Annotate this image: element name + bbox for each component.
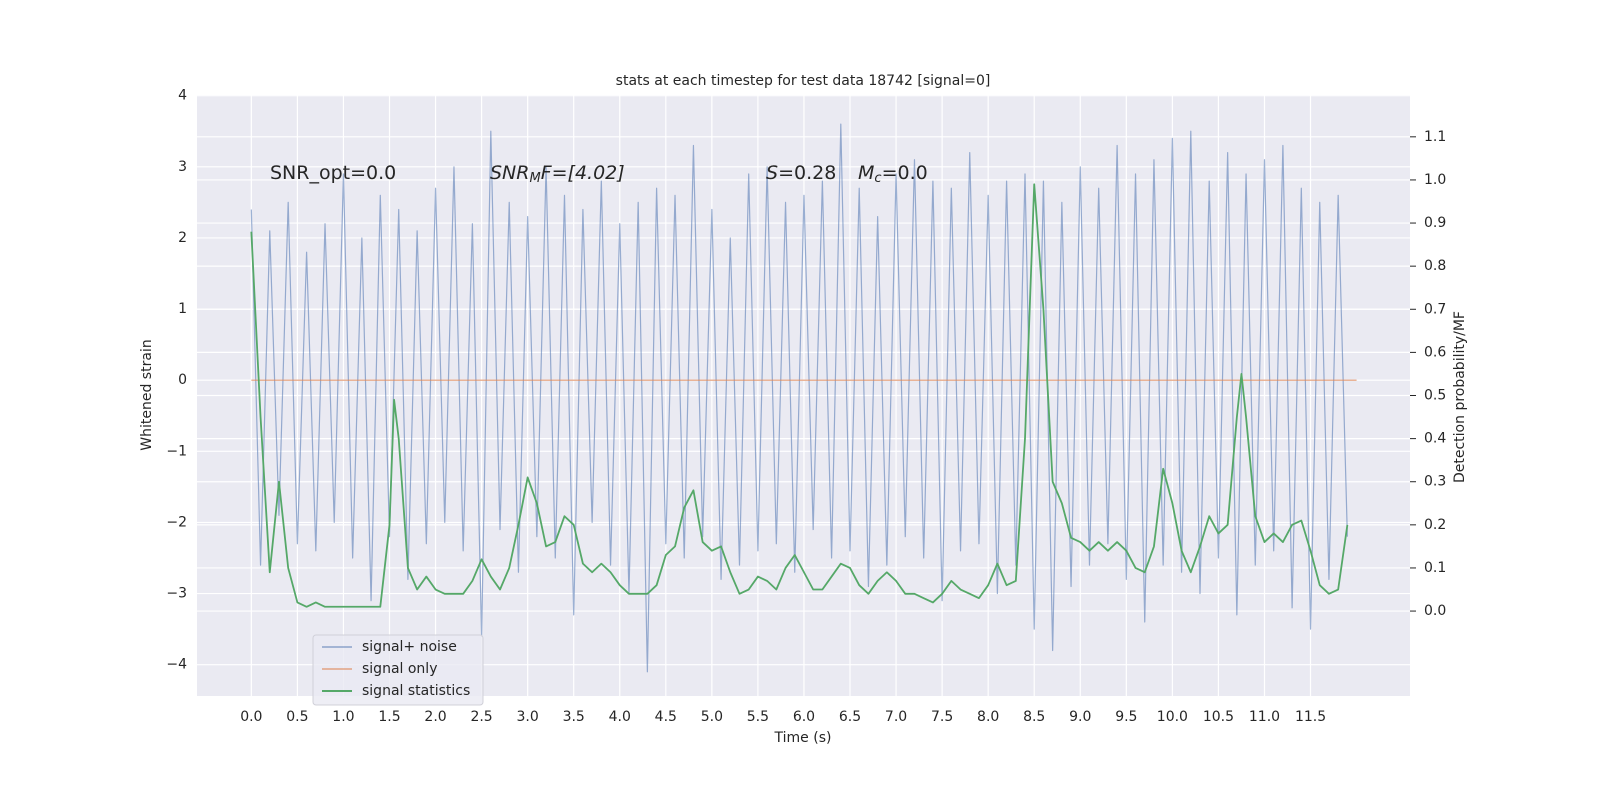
- x-tick-label: 4.0: [609, 709, 631, 725]
- x-tick-label: 5.5: [747, 709, 769, 725]
- x-tick-label: 10.0: [1157, 709, 1188, 725]
- y2-tick-label: 0.0: [1424, 603, 1446, 619]
- x-tick-label: 11.0: [1249, 709, 1280, 725]
- x-tick-label: 9.5: [1115, 709, 1137, 725]
- marks: [250, 123, 1357, 673]
- annotation-text: =0.28: [778, 162, 836, 184]
- y-tick-label: −4: [166, 657, 187, 673]
- y2-tick-label: 0.7: [1424, 301, 1446, 317]
- y2-tick-label: 0.5: [1424, 388, 1446, 404]
- x-tick-label: 11.5: [1295, 709, 1326, 725]
- y2-tick-label: 0.2: [1424, 517, 1446, 533]
- y2-axis-label: Detection probability/MF: [1452, 311, 1468, 483]
- y-tick-label: 3: [178, 159, 187, 175]
- annotation-text: F=[4.02]: [541, 162, 625, 184]
- x-tick-label: 3.0: [517, 709, 539, 725]
- y2-tick-label: 1.1: [1424, 129, 1446, 145]
- x-tick-label: 7.5: [931, 709, 953, 725]
- annotation-text: M: [858, 162, 874, 184]
- x-axis-label: Time (s): [774, 730, 832, 746]
- x-tick-label: 10.5: [1203, 709, 1234, 725]
- y-tick-label: −2: [166, 514, 187, 530]
- y2-tick-label: 0.8: [1424, 258, 1446, 274]
- x-tick-label: 6.5: [839, 709, 861, 725]
- y2-tick-label: 1.0: [1424, 172, 1446, 188]
- x-tick-label: 6.0: [793, 709, 815, 725]
- x-tick-label: 7.0: [885, 709, 907, 725]
- x-tick-label: 9.0: [1069, 709, 1091, 725]
- annotation: Mc=0.0: [858, 162, 928, 186]
- x-tick-label: 0.5: [286, 709, 308, 725]
- x-tick-label: 8.5: [1023, 709, 1045, 725]
- x-tick-label: 4.5: [655, 709, 677, 725]
- annotation-subscript: M: [529, 171, 540, 186]
- y-tick-label: 4: [178, 88, 187, 104]
- annotation-text: S: [766, 162, 778, 184]
- y-tick-label: −1: [166, 443, 187, 459]
- series-line: [250, 123, 1348, 673]
- y2-tick-label: 0.4: [1424, 431, 1446, 447]
- x-tick-label: 3.5: [563, 709, 585, 725]
- y-tick-label: 2: [178, 230, 187, 246]
- annotation: S=0.28: [766, 162, 836, 184]
- x-tick-label: 8.0: [977, 709, 999, 725]
- x-tick-label: 1.0: [332, 709, 354, 725]
- y-tick-label: −3: [166, 586, 187, 602]
- y-tick-label: 1: [178, 301, 187, 317]
- x-tick-label: 1.5: [378, 709, 400, 725]
- legend-label: signal statistics: [362, 683, 470, 699]
- y2-tick-label: 0.3: [1424, 474, 1446, 490]
- legend-box: [312, 634, 484, 706]
- y2-tick-label: 0.6: [1424, 344, 1446, 360]
- x-tick-label: 0.0: [240, 709, 262, 725]
- chart-title: stats at each timestep for test data 187…: [616, 73, 991, 89]
- legend-label: signal+ noise: [362, 639, 457, 655]
- annotation-text: =0.0: [882, 162, 928, 184]
- x-tick-label: 2.0: [424, 709, 446, 725]
- y2-tick-label: 0.9: [1424, 215, 1446, 231]
- annotation: SNRMF=[4.02]: [490, 162, 625, 186]
- y2-tick-label: 0.1: [1424, 560, 1446, 576]
- series-line: [250, 183, 1349, 608]
- x-tick-label: 2.5: [470, 709, 492, 725]
- x-tick-label: 5.0: [701, 709, 723, 725]
- y-axis-label: Whitened strain: [139, 339, 155, 450]
- annotation-subscript: c: [874, 171, 881, 186]
- annotation: SNR_opt=0.0: [270, 162, 396, 184]
- legend-label: signal only: [362, 661, 437, 677]
- y-tick-label: 0: [178, 372, 187, 388]
- annotation-text: SNR_opt=0.0: [270, 162, 396, 184]
- legend: signal+ noise signal only signal statistic…: [312, 634, 484, 706]
- annotation-text: SNR: [490, 162, 529, 184]
